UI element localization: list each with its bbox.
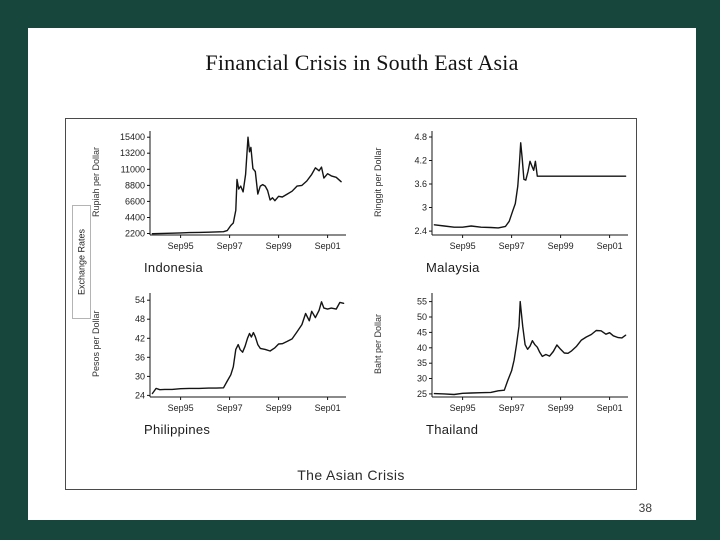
svg-text:3.6: 3.6	[414, 179, 427, 189]
country-label-thailand: Thailand	[426, 422, 479, 437]
svg-text:40: 40	[417, 343, 427, 353]
svg-text:Sep01: Sep01	[597, 403, 623, 413]
svg-text:35: 35	[417, 358, 427, 368]
svg-text:Sep99: Sep99	[548, 241, 574, 251]
chart-cell-philippines: Pesos per Dollar 24 30 36 42 48 54 Sep95 Sep97 S…	[88, 291, 352, 437]
chart-cell-malaysia: Ringgit per Dollar 2.4 3 3.6 4.2 4.8 Sep95 Sep…	[370, 129, 634, 275]
svg-text:30: 30	[135, 371, 145, 381]
y-axis-label-philippines: Pesos per Dollar	[91, 310, 101, 378]
exchange-rate-charts-panel: Exchange Rates Rupiah per Dollar 2200 440…	[65, 118, 637, 490]
svg-text:Sep99: Sep99	[266, 403, 292, 413]
y-axis-label-malaysia: Ringgit per Dollar	[373, 147, 383, 217]
slide: Financial Crisis in South East Asia Exch…	[28, 28, 696, 520]
line-chart-philippines: 24 30 36 42 48 54 Sep95 Sep97 Sep99 Sep01	[135, 293, 346, 413]
svg-text:Sep97: Sep97	[217, 403, 243, 413]
svg-text:11000: 11000	[121, 164, 145, 174]
panel-caption: The Asian Crisis	[297, 467, 405, 483]
line-chart-malaysia: 2.4 3 3.6 4.2 4.8 Sep95 Sep97 Sep99 Sep01	[414, 131, 628, 251]
svg-text:48: 48	[135, 314, 145, 324]
svg-text:4.8: 4.8	[414, 132, 427, 142]
y-axis-label-thailand: Baht per Dollar	[373, 313, 383, 375]
svg-text:Sep95: Sep95	[450, 403, 476, 413]
svg-text:45: 45	[417, 327, 427, 337]
svg-text:Sep95: Sep95	[450, 241, 476, 251]
svg-text:50: 50	[417, 312, 427, 322]
svg-text:4400: 4400	[125, 213, 145, 223]
svg-text:24: 24	[135, 390, 145, 400]
svg-text:Sep01: Sep01	[315, 403, 341, 413]
svg-text:Sep99: Sep99	[548, 403, 574, 413]
svg-text:Sep95: Sep95	[168, 403, 194, 413]
slide-title: Financial Crisis in South East Asia	[205, 50, 519, 75]
line-chart-indonesia: 2200 4400 6600 8800 11000 13200 15400 Sep95 Sep9…	[120, 131, 346, 251]
country-label-malaysia: Malaysia	[426, 260, 480, 275]
svg-text:Sep97: Sep97	[499, 241, 525, 251]
country-label-indonesia: Indonesia	[144, 260, 204, 275]
svg-text:Sep99: Sep99	[266, 241, 292, 251]
country-label-philippines: Philippines	[144, 422, 211, 437]
svg-text:13200: 13200	[120, 148, 145, 158]
svg-text:3: 3	[422, 203, 427, 213]
svg-text:Sep01: Sep01	[315, 241, 341, 251]
svg-text:25: 25	[417, 389, 427, 399]
charts-grid: Rupiah per Dollar 2200 4400 6600 8800 11000 1…	[88, 129, 634, 437]
svg-text:Sep01: Sep01	[597, 241, 623, 251]
svg-text:54: 54	[135, 295, 145, 305]
y-axis-label-indonesia: Rupiah per Dollar	[91, 146, 101, 218]
chart-cell-indonesia: Rupiah per Dollar 2200 4400 6600 8800 11000 1…	[88, 129, 352, 275]
svg-text:8800: 8800	[125, 180, 145, 190]
svg-text:Sep95: Sep95	[168, 241, 194, 251]
line-chart-thailand: 25 30 35 40 45 50 55 Sep95 Sep97 Sep99 Sep01	[417, 293, 628, 413]
svg-text:2200: 2200	[125, 229, 145, 239]
chart-cell-thailand: Baht per Dollar 25 30 35 40 45 50 55 Sep95 Sep97…	[370, 291, 634, 437]
svg-text:36: 36	[135, 352, 145, 362]
svg-text:Sep97: Sep97	[217, 241, 243, 251]
svg-text:4.2: 4.2	[414, 156, 427, 166]
page-number: 38	[638, 501, 652, 515]
svg-text:6600: 6600	[125, 196, 145, 206]
svg-text:55: 55	[417, 297, 427, 307]
svg-text:2.4: 2.4	[414, 226, 427, 236]
svg-text:30: 30	[417, 374, 427, 384]
svg-text:Sep97: Sep97	[499, 403, 525, 413]
svg-text:42: 42	[135, 333, 145, 343]
svg-text:15400: 15400	[120, 132, 145, 142]
